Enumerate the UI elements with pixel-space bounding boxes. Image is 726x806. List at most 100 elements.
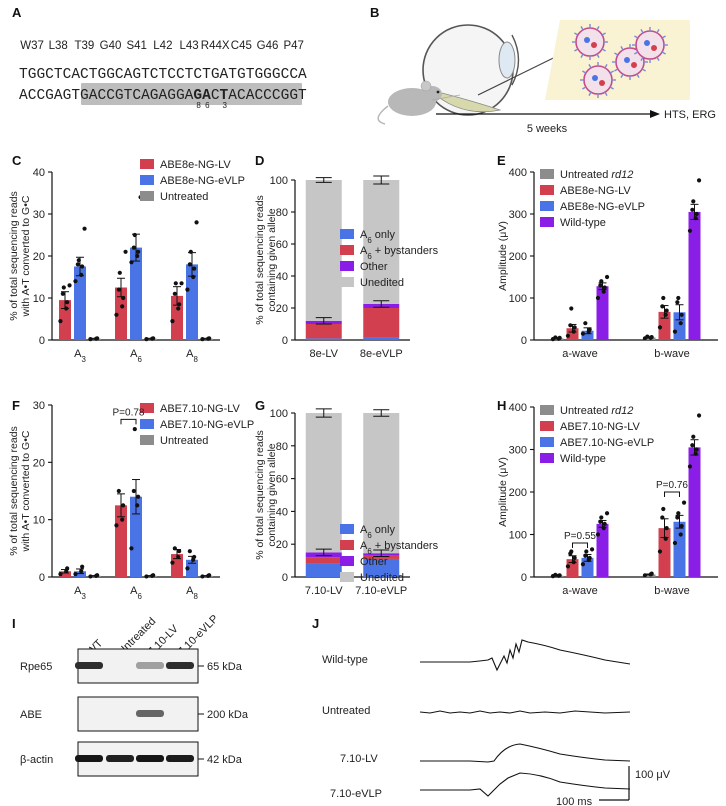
data-point (176, 306, 181, 311)
top-base: C (63, 67, 72, 83)
y-tick-label: 10 (33, 515, 45, 527)
codon-label: L42 (153, 40, 172, 52)
codon-label: G46 (257, 40, 279, 52)
data-point (131, 488, 136, 494)
base-position-subscript: 6 (205, 101, 210, 110)
data-point (599, 279, 604, 284)
y-tick-label: 0 (39, 572, 45, 584)
scale-y-label: 100 μV (635, 769, 671, 781)
p-value: P=0.55 (564, 531, 596, 542)
top-base: G (211, 67, 220, 83)
erg-trace-untreated (419, 710, 631, 714)
y-tick-label: 30 (33, 209, 45, 221)
data-point (687, 464, 693, 469)
data-point (88, 337, 93, 342)
data-point (572, 325, 577, 330)
top-base: T (89, 67, 98, 83)
bottom-base: T (298, 88, 307, 104)
data-point (177, 549, 182, 554)
data-point (657, 325, 663, 330)
bar (74, 571, 86, 577)
y-tick-label: 20 (33, 251, 45, 263)
data-point (129, 260, 134, 265)
stacked-segment (363, 413, 400, 554)
data-point (207, 573, 212, 578)
codon-row: W37 L38 T39 G40 S41 L42 L43 R44X C45 G46 P47 (20, 40, 304, 52)
bar (688, 211, 701, 340)
panel-label-j: J (312, 616, 319, 631)
zoom-line (431, 94, 461, 101)
top-base: C (176, 67, 185, 83)
evlp-particles (572, 24, 668, 98)
y-tick-label: 0 (282, 335, 288, 347)
data-point (80, 264, 85, 269)
bar (581, 557, 594, 577)
top-base: C (167, 67, 176, 83)
data-point (660, 515, 665, 520)
legend-label: A6 + bystanders (360, 540, 439, 556)
bottom-base: A (159, 88, 168, 104)
data-point (67, 283, 72, 288)
bar (673, 521, 686, 577)
legend-label: Wild-type (560, 453, 606, 465)
panel-c: C 0 10 20 30 40 % of total sequencing reads wit… (8, 153, 245, 364)
blot-band (136, 662, 164, 669)
data-point (135, 503, 140, 508)
y-tick-label: 20 (33, 457, 45, 469)
data-point (207, 336, 212, 341)
legend-swatch (140, 403, 154, 413)
legend-swatch (140, 419, 154, 429)
blot-band (166, 755, 194, 762)
data-point (60, 291, 65, 296)
blot-size-label: 42 kDa (207, 754, 243, 766)
bottom-base: C (237, 88, 246, 104)
blot-band (166, 662, 194, 669)
data-point (553, 572, 558, 577)
bottom-base: G (150, 88, 159, 104)
legend-label: ABE8e-NG-eVLP (160, 175, 245, 187)
data-point (114, 523, 119, 528)
data-point (177, 302, 182, 307)
y-axis-label: with A•T converted to G•C (20, 195, 32, 317)
y-axis-label: % of total sequencing reads (254, 430, 266, 560)
top-base: A (71, 67, 80, 83)
data-point (601, 289, 606, 294)
top-base: T (246, 67, 255, 83)
bar (130, 496, 142, 577)
data-point (187, 262, 192, 267)
panel-h: H 0 100 200 300 400 Amplitude (μV) a-wave b-wave… (497, 398, 718, 597)
stacked-segment (305, 413, 342, 553)
panel-label-i: I (12, 616, 16, 631)
data-point (679, 523, 684, 529)
p-value: P=0.76 (656, 480, 688, 491)
x-tick-label: 8e-LV (309, 348, 338, 360)
y-tick-label: 300 (509, 445, 527, 457)
base-position-subscript: 3 (223, 101, 228, 110)
panel-j: J Wild-type Untreated 7.10-LV 7.10-eVLP … (312, 616, 671, 806)
bar (59, 300, 71, 340)
stacked-segment (363, 558, 400, 577)
bottom-base: T (124, 88, 133, 104)
data-point (121, 503, 126, 508)
bottom-strand: A C C G A G T G A C C G T C A G A G G A G A C T A C A C C C G G T8 6 3 (19, 88, 307, 110)
data-point (88, 574, 93, 579)
legend-swatch (340, 245, 354, 255)
data-point (170, 560, 175, 565)
codon-label: C45 (231, 40, 252, 52)
bar (171, 295, 183, 340)
legend-label: Other (360, 261, 388, 273)
data-point (676, 295, 681, 301)
bar (186, 264, 198, 340)
bottom-base: A (202, 88, 211, 104)
data-point (557, 573, 562, 578)
data-point (79, 569, 84, 574)
p-value: P=0.78 (113, 407, 145, 418)
y-axis-label: containing given allele (266, 443, 278, 546)
eye-illustration (422, 24, 520, 116)
top-base: T (141, 67, 150, 83)
top-base: G (36, 67, 45, 83)
data-point (678, 532, 683, 537)
data-point (604, 511, 610, 516)
data-point (557, 335, 562, 340)
